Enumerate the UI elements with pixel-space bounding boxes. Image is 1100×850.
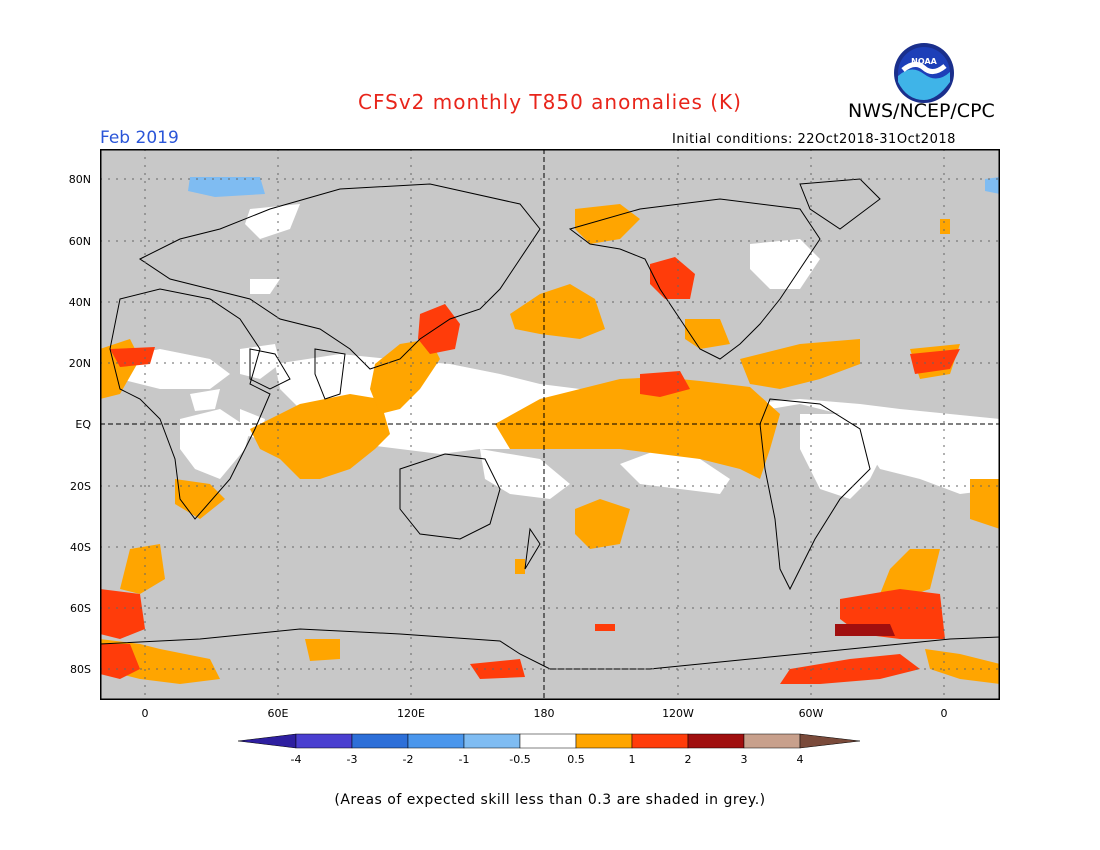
legend-tick-7: 1 bbox=[628, 753, 636, 766]
warm-anomaly-regions bbox=[100, 204, 1000, 684]
graticule bbox=[100, 149, 1000, 700]
lon-label-0: 0 bbox=[141, 707, 149, 720]
color-legend bbox=[237, 733, 862, 773]
lat-label-20s: 20S bbox=[70, 480, 91, 493]
legend-swatch-5 bbox=[519, 733, 577, 749]
cool-anomaly-regions bbox=[188, 177, 1000, 197]
legend-tick-3: -2 bbox=[402, 753, 414, 766]
legend-swatch-1 bbox=[295, 733, 353, 749]
map-title: CFSv2 monthly T850 anomalies (K) bbox=[358, 90, 742, 114]
forecast-month: Feb 2019 bbox=[100, 128, 179, 148]
skill-footnote: (Areas of expected skill less than 0.3 a… bbox=[334, 792, 766, 808]
lat-label-60s: 60S bbox=[70, 602, 91, 615]
lat-label-40s: 40S bbox=[70, 541, 91, 554]
agency-label: NWS/NCEP/CPC bbox=[848, 100, 995, 122]
legend-swatch-above-4 bbox=[799, 733, 861, 749]
coastlines bbox=[99, 178, 1001, 670]
legend-tick-4: -1 bbox=[458, 753, 470, 766]
lat-label-40n: 40N bbox=[68, 296, 91, 309]
lat-label-80n: 80N bbox=[68, 173, 91, 186]
legend-tick-10: 4 bbox=[796, 753, 804, 766]
anomaly-map bbox=[99, 149, 1001, 700]
logo-text: NOAA bbox=[911, 57, 937, 66]
lon-label-180: 180 bbox=[533, 707, 555, 720]
legend-tick-8: 2 bbox=[684, 753, 692, 766]
legend-tick-1: -4 bbox=[290, 753, 302, 766]
map-border bbox=[100, 149, 1000, 700]
lat-label-60n: 60N bbox=[68, 235, 91, 248]
lat-label-eq: EQ bbox=[75, 418, 91, 431]
lon-label-60w: 60W bbox=[798, 707, 824, 720]
noaa-logo: NOAA bbox=[893, 42, 955, 104]
legend-swatch-7 bbox=[631, 733, 689, 749]
legend-tick-5: -0.5 bbox=[509, 753, 531, 766]
lat-label-80s: 80S bbox=[70, 663, 91, 676]
legend-swatch-2 bbox=[351, 733, 409, 749]
legend-swatch-9 bbox=[743, 733, 801, 749]
legend-swatch-3 bbox=[407, 733, 465, 749]
legend-swatch-4 bbox=[463, 733, 521, 749]
lon-label-120w: 120W bbox=[662, 707, 694, 720]
initial-conditions: Initial conditions: 22Oct2018-31Oct2018 bbox=[672, 132, 956, 147]
lat-label-20n: 20N bbox=[68, 357, 91, 370]
lon-label-60e: 60E bbox=[267, 707, 289, 720]
legend-tick-6: 0.5 bbox=[567, 753, 585, 766]
legend-swatch-6 bbox=[575, 733, 633, 749]
legend-swatch-below-4 bbox=[237, 733, 297, 749]
lon-label-120e: 120E bbox=[397, 707, 425, 720]
very-warm-regions bbox=[835, 624, 895, 636]
legend-tick-9: 3 bbox=[740, 753, 748, 766]
lon-label-0-right: 0 bbox=[940, 707, 948, 720]
legend-tick-2: -3 bbox=[346, 753, 358, 766]
legend-swatch-8 bbox=[687, 733, 745, 749]
